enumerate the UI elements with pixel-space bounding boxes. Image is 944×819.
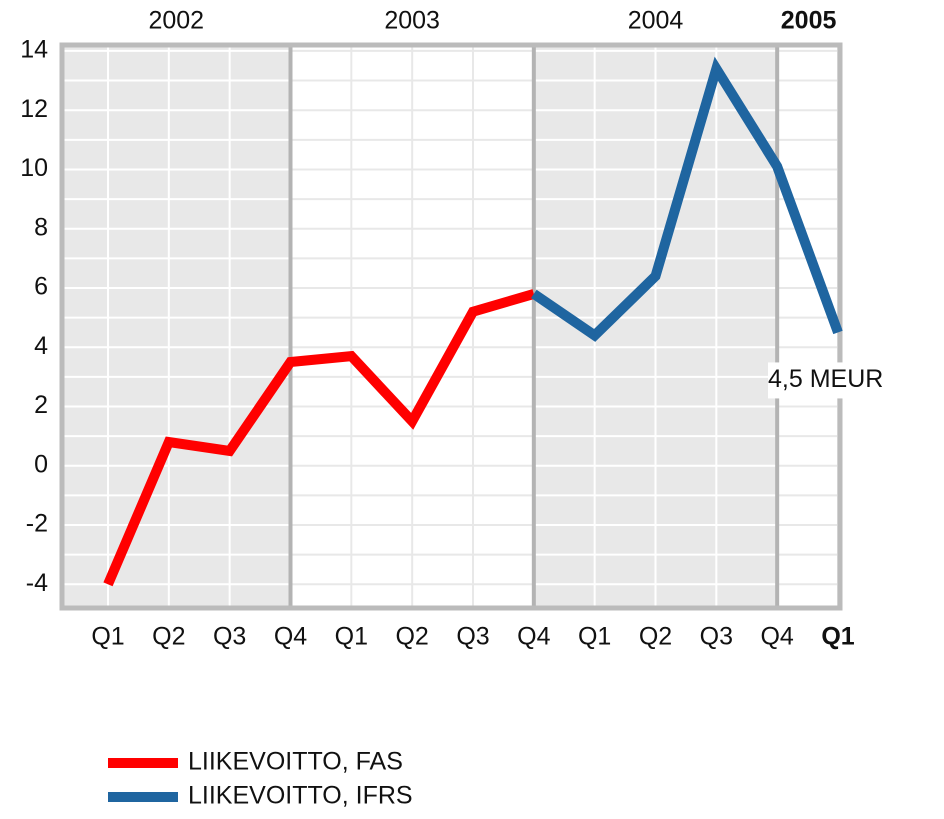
x-tick-label: Q4 (517, 623, 550, 651)
x-tick-label: Q4 (760, 623, 793, 651)
x-tick-label: Q2 (395, 623, 428, 651)
x-tick-label: Q1 (91, 623, 124, 651)
x-tick-label: Q3 (700, 623, 733, 651)
y-tick-label: 12 (20, 95, 48, 123)
x-tick-label: Q2 (152, 623, 185, 651)
legend-label: LIIKEVOITTO, IFRS (188, 782, 413, 810)
y-tick-label: 0 (34, 450, 48, 478)
y-tick-label: -4 (26, 569, 48, 597)
y-tick-label: 6 (34, 273, 48, 301)
data-label: 4,5 MEUR (768, 365, 883, 393)
x-tick-label: Q2 (639, 623, 672, 651)
series-line (103, 289, 536, 587)
year-label: 2003 (384, 7, 440, 35)
x-tick-label: Q4 (274, 623, 307, 651)
year-label: 2002 (148, 7, 204, 35)
y-tick-label: 4 (34, 332, 48, 360)
legend-label: LIIKEVOITTO, FAS (188, 748, 403, 776)
year-label: 2004 (628, 7, 684, 35)
y-tick-label: 8 (34, 213, 48, 241)
x-tick-label: Q1 (578, 623, 611, 651)
label-background (768, 362, 940, 399)
year-label: 2005 (781, 7, 837, 35)
y-tick-label: 10 (20, 154, 48, 182)
x-tick-label: Q3 (213, 623, 246, 651)
series-line (531, 56, 843, 342)
y-tick-label: 14 (20, 36, 48, 64)
y-tick-label: -2 (26, 510, 48, 538)
y-tick-label: 2 (34, 391, 48, 419)
x-tick-label: Q1 (335, 623, 368, 651)
x-tick-label: Q3 (456, 623, 489, 651)
year-band (62, 45, 291, 608)
x-tick-label: Q1 (821, 623, 854, 651)
